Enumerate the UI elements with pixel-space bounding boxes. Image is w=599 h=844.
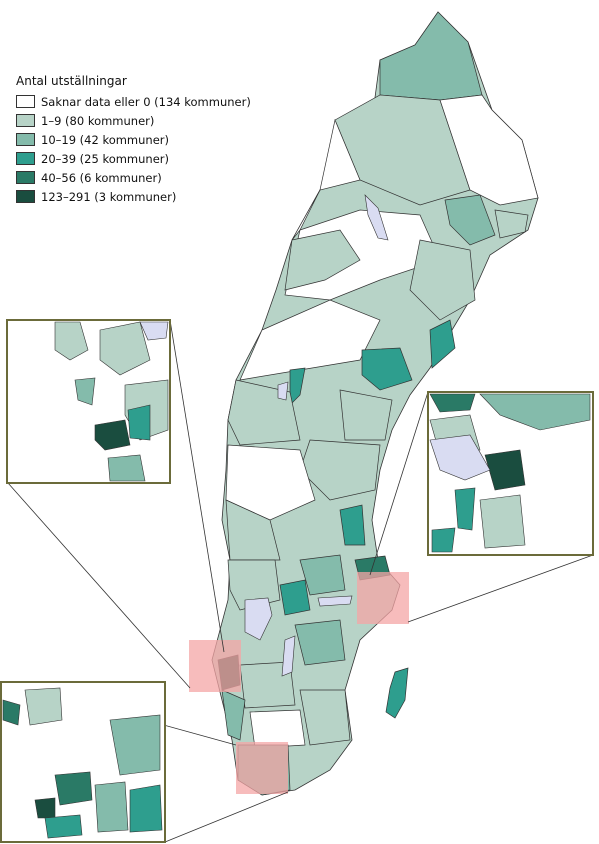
legend-label: 10–19 (42 kommuner): [41, 132, 170, 147]
legend-label: 40–56 (6 kommuner): [41, 170, 162, 185]
inset-stockholm-region-7: [479, 494, 526, 549]
inset-goteborg-lake: [139, 321, 169, 341]
region-kalmar: [299, 689, 351, 746]
region-norrbotten-north: [379, 11, 483, 101]
inset-malmo-region-7: [129, 784, 163, 833]
lake-storsjon: [277, 381, 289, 401]
region-kronoberg: [249, 709, 306, 749]
highlight-goteborg: [189, 640, 241, 692]
legend-title: Antal utställningar: [16, 74, 127, 88]
lake-north: [364, 194, 389, 241]
legend-item: 20–39 (25 kommuner): [16, 149, 251, 168]
legend-swatch: [16, 95, 35, 108]
leader-goteborg-bottom: [7, 482, 191, 689]
region-orebro: [279, 579, 311, 616]
inset-malmo: [0, 681, 166, 843]
inset-stockholm-region-2: [479, 393, 591, 431]
inset-stockholm-lake: [429, 434, 491, 481]
inset-goteborg-region-7: [107, 454, 146, 482]
highlight-boxes: [189, 572, 409, 794]
lake-vanern: [244, 597, 273, 641]
legend-swatch: [16, 114, 35, 127]
region-dalarna: [225, 444, 316, 521]
region-skelleftea: [409, 239, 476, 321]
region-dalarna-south: [225, 499, 281, 561]
region-lapland-east: [439, 94, 539, 206]
inset-goteborg-region-1: [54, 321, 89, 361]
region-storuman: [284, 229, 361, 291]
region-jonkoping: [239, 661, 296, 709]
legend-label: Saknar data eller 0 (134 kommuner): [41, 94, 251, 109]
lake-vattern: [281, 635, 296, 677]
highlight-malmo: [236, 742, 288, 794]
legend-item: 123–291 (3 kommuner): [16, 187, 251, 206]
inset-malmo-region-8: [94, 781, 129, 833]
region-jamtland-north: [239, 299, 381, 381]
legend-swatch: [16, 133, 35, 146]
inset-goteborg: [6, 319, 171, 484]
inset-stockholm-region-1: [429, 393, 476, 413]
municipalities: [217, 11, 539, 796]
legend-items: Saknar data eller 0 (134 kommuner) 1–9 (…: [16, 92, 251, 206]
inset-goteborg-region-5: [94, 419, 131, 451]
legend-label: 123–291 (3 kommuner): [41, 189, 177, 204]
inset-stockholm: [427, 391, 594, 556]
region-ornskoldsvik: [361, 347, 413, 391]
inset-malmo-region-4: [54, 771, 93, 806]
lakes: [244, 194, 389, 677]
region-ostergotland: [294, 619, 346, 666]
region-sundsvall: [339, 389, 393, 441]
legend-label: 1–9 (80 kommuner): [41, 113, 155, 128]
legend-swatch: [16, 190, 35, 203]
region-umea: [429, 319, 456, 369]
region-pitea: [494, 209, 529, 239]
inset-malmo-region-3: [109, 714, 161, 776]
region-halland: [221, 689, 246, 741]
region-vastmanland: [299, 554, 346, 596]
leader-goteborg-top: [169, 319, 225, 653]
region-gavle: [339, 504, 366, 546]
lake-malaren: [317, 595, 353, 607]
inset-malmo-region-5: [34, 797, 56, 819]
leader-stockholm-bottom: [407, 554, 594, 623]
legend-swatch: [16, 152, 35, 165]
region-lulea: [444, 194, 496, 246]
inset-stockholm-region-4: [484, 449, 526, 491]
inset-stockholm-region-6: [431, 527, 456, 553]
inset-goteborg-region-3: [74, 377, 96, 406]
leader-malmo-bottom: [164, 791, 289, 843]
inset-malmo-region-2: [24, 687, 63, 726]
inset-goteborg-region-6: [127, 404, 151, 441]
inset-malmo-region-6: [44, 814, 83, 839]
legend-item: 40–56 (6 kommuner): [16, 168, 251, 187]
legend-label: 20–39 (25 kommuner): [41, 151, 170, 166]
legend-item: Saknar data eller 0 (134 kommuner): [16, 92, 251, 111]
inset-goteborg-region-2: [99, 321, 151, 376]
legend-item: 1–9 (80 kommuner): [16, 111, 251, 130]
legend-swatch: [16, 171, 35, 184]
legend: Antal utställningar Saknar data eller 0 …: [16, 74, 251, 206]
legend-item: 10–19 (42 kommuner): [16, 130, 251, 149]
gotland-island: [385, 667, 409, 719]
highlight-stockholm: [357, 572, 409, 624]
inset-malmo-region-1: [2, 699, 21, 726]
inset-stockholm-region-5: [454, 487, 476, 531]
leader-stockholm-top: [369, 391, 429, 576]
